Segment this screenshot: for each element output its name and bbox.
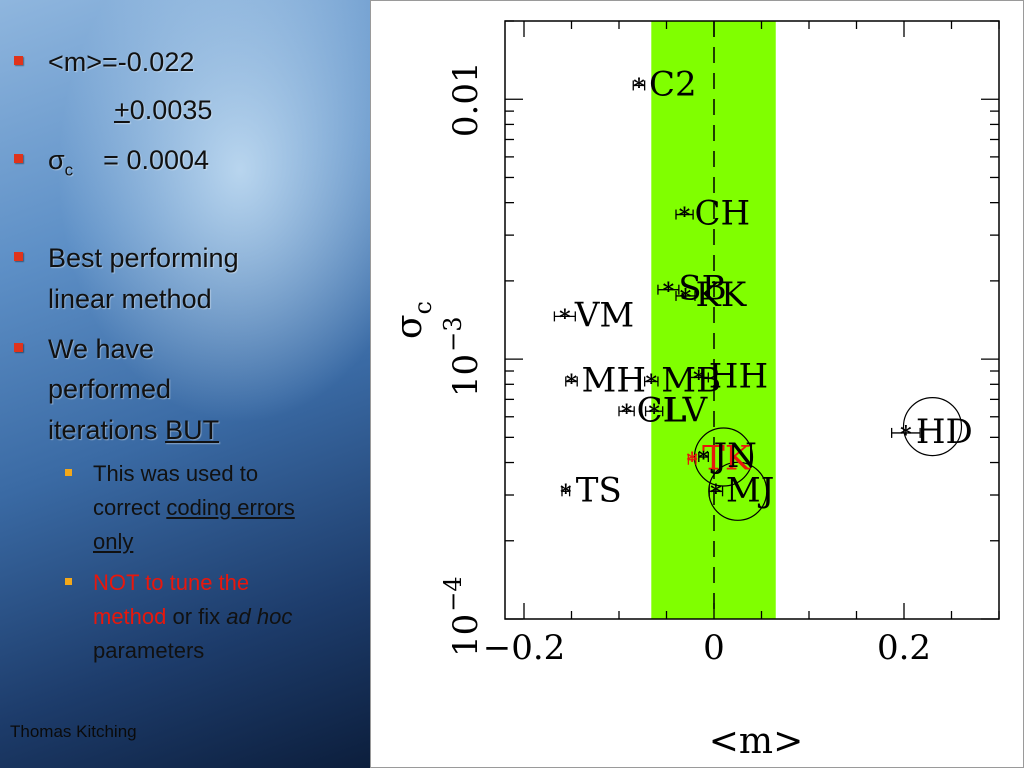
point-label-jn: JN [711,436,757,476]
point-mj: * [710,480,722,506]
point-label-cl: CL [637,390,686,430]
we-have-line2: performed [48,374,172,404]
we-have-line3: iterations BUT [48,410,219,451]
plot-frame [504,20,1000,620]
sub2-line1: NOT to tune the [93,570,250,595]
point-label-mj: MJ [726,470,774,510]
bullet-marker-icon [14,343,23,352]
sigma-c-text: σc = 0.0004 [48,140,209,190]
sigma-subscript: c [64,160,74,180]
sub1-only: only [93,529,134,554]
x-tick-label: 0.2 [877,628,931,668]
x-tick-label: −0.2 [483,628,566,668]
point-label-vm: VM [574,295,634,335]
mean-m-error-text: +0.0035 [114,90,212,131]
y-tick-label-text: 10−4 [439,576,486,657]
sub-bullet-marker-icon [65,578,72,585]
circle-marker-hd [902,396,963,457]
sub1-coding-errors: coding errors [166,495,295,520]
bullet-marker-icon [14,56,23,65]
sigma-symbol: σ [48,145,65,175]
point-label-sb: SB [678,269,726,309]
x-tick-label: 0 [703,628,725,668]
slide-text-panel: <m>=-0.022 +0.0035 σc = 0.0004 Best perf… [0,0,370,768]
sub2-method: method [93,604,167,629]
point-vm: * [559,305,571,331]
sub2-line2: method or fix ad hoc [93,600,292,634]
point-hh: * [693,366,705,392]
bullet-marker-icon [14,252,23,261]
sub1-line2: correct coding errors [93,491,295,525]
y-axis-label: σc [389,301,437,339]
y-tick-label: 10−3 [439,316,486,397]
sub2-or-fix: or fix [166,604,227,629]
we-have-line1: We have [48,334,155,364]
point-lv: * [648,400,660,426]
sub-bullet-marker-icon [65,469,72,476]
point-label-ts: TS [576,470,622,510]
point-tk: * [686,449,698,475]
plus-minus-symbol: + [114,95,130,125]
best-performing-line2: linear method [48,284,212,314]
point-label-kk: KK [696,275,747,315]
point-label-hh: HH [709,356,768,396]
y-tick-label-text: 10−3 [439,316,486,397]
point-c2: * [633,74,645,100]
x-axis-label: <m> [709,721,803,762]
sub1-line1: This was used to [93,461,259,486]
y-tick-label-text: 0.01 [446,61,486,137]
point-mb: * [646,371,658,397]
point-label-tk: TK [702,439,751,479]
point-label-mh: MH [582,361,646,401]
point-hd: * [900,422,912,448]
sub2-ad-hoc: ad hoc [226,604,293,629]
point-label-mb: MB [661,361,721,401]
sub1-line3: only [93,525,133,559]
sigma-c-value: = 0.0004 [73,145,210,175]
point-cl: * [621,400,633,426]
bullet-marker-icon [14,154,23,163]
sub1-correct: correct [93,495,167,520]
sub2-line3: parameters [93,638,205,663]
chart-panel: −0.2 0 0.2 10−4 10−3 0.01 * * * * * * * * * * * * * * * C2 C… [370,0,1024,768]
circle-marker-jn [693,427,754,487]
iterations-text: iterations [48,415,166,445]
point-ts: * [560,480,572,506]
y-axis-label-subscript: c [409,301,437,314]
scatter-chart: −0.2 0 0.210−410−30.01 *** *** * ** *** ** * C2C… [389,20,1000,762]
chart-axes: −0.2 0 0.2 10−4 10−3 0.01 [439,20,1000,668]
point-label-hd: HD [916,412,973,452]
point-sb: * [663,279,675,305]
y-tick-label-exponent: −4 [439,576,467,611]
y-tick-label: 10−4 [439,576,486,657]
chart-marks: *** *** * ** *** ** * [553,74,963,521]
point-ch: * [679,204,691,230]
y-axis-label-text: σc [389,301,437,339]
point-kk: * [680,285,692,311]
y-tick-label: 0.01 [446,61,486,137]
best-performing-line1: Best performing [48,243,239,273]
mean-m-text: <m>=-0.022 [48,47,195,77]
plus-minus-value: 0.0035 [129,95,213,125]
y-tick-label-exponent: −3 [439,316,467,351]
but-text: BUT [165,415,220,445]
point-jn: * [698,446,710,472]
point-label-lv: LV [664,390,709,430]
point-label-c2: C2 [649,64,697,104]
point-label-ch: CH [695,194,751,234]
author-name: Thomas Kitching [10,722,137,741]
point-mh: * [566,371,578,397]
